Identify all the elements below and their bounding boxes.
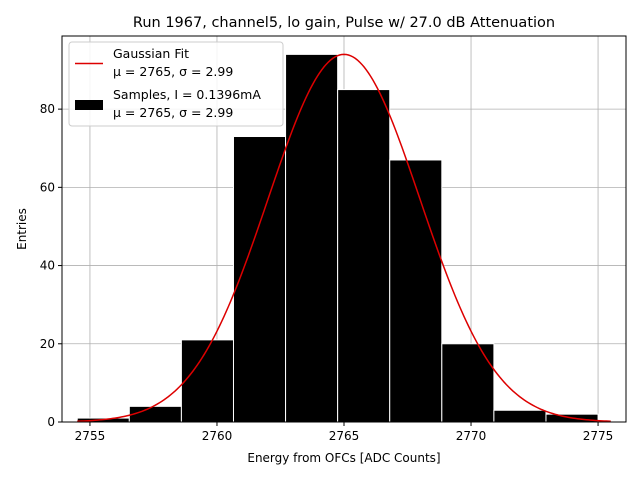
- y-tick-label: 60: [40, 180, 55, 194]
- x-tick-label: 2760: [202, 429, 233, 443]
- y-tick-label: 80: [40, 102, 55, 116]
- gaussian-fit: [77, 53, 611, 422]
- histogram-bar: [493, 409, 547, 423]
- histogram-bar: [180, 339, 234, 423]
- legend-samples-patch: [75, 100, 103, 110]
- histogram-bars: [76, 53, 599, 423]
- legend: Gaussian Fit μ = 2765, σ = 2.99 Samples,…: [68, 41, 284, 127]
- histogram-bar: [128, 405, 182, 423]
- y-tick-label: 20: [40, 337, 55, 351]
- x-axis-ticks: 2755 2760 2765 2770 2775: [75, 422, 614, 443]
- x-tick-label: 2775: [583, 429, 614, 443]
- histogram-bar: [285, 53, 339, 423]
- chart-title: Run 1967, channel5, lo gain, Pulse w/ 27…: [133, 15, 555, 31]
- fit-curve: [77, 53, 611, 422]
- histogram-bar: [441, 343, 495, 423]
- legend-fit-stats: μ = 2765, σ = 2.99: [113, 64, 233, 79]
- legend-box: [68, 41, 284, 127]
- histogram-bar: [232, 136, 287, 423]
- y-axis-label: Entries: [15, 208, 29, 250]
- x-tick-label: 2770: [456, 429, 487, 443]
- x-tick-label: 2755: [75, 429, 106, 443]
- y-tick-label: 40: [40, 259, 55, 273]
- legend-samples-stats: μ = 2765, σ = 2.99: [113, 105, 233, 120]
- histogram-bar: [337, 89, 391, 423]
- y-tick-label: 0: [47, 415, 55, 429]
- x-axis-label: Energy from OFCs [ADC Counts]: [247, 451, 440, 465]
- legend-fit-label: Gaussian Fit: [113, 46, 189, 61]
- histogram-bar: [389, 159, 443, 423]
- x-tick-label: 2765: [329, 429, 360, 443]
- y-axis-ticks: 0 20 40 60 80: [40, 102, 62, 429]
- legend-samples-label: Samples, I = 0.1396mA: [113, 87, 261, 102]
